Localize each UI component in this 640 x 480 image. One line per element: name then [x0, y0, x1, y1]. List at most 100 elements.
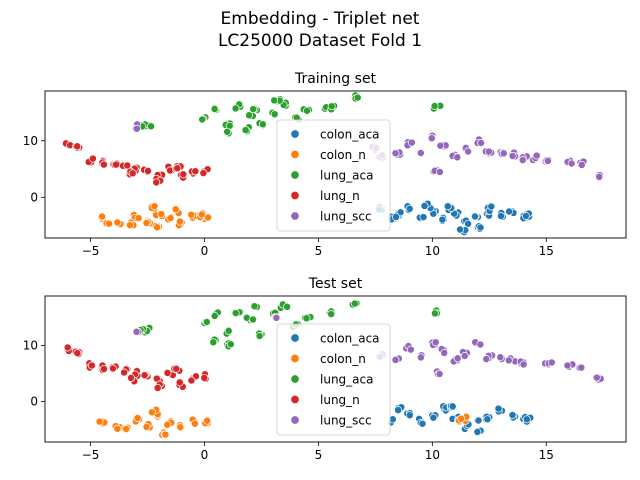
data-point: [73, 349, 82, 358]
data-point: [522, 415, 531, 424]
data-point: [175, 378, 184, 387]
data-point: [499, 149, 508, 158]
data-point: [504, 356, 513, 365]
data-point: [476, 223, 485, 232]
data-point: [438, 215, 447, 224]
data-point: [98, 212, 107, 221]
legend-label: lung_aca: [320, 373, 373, 387]
y-tick-label: 0: [30, 190, 38, 204]
x-tick-label: 0: [201, 244, 209, 258]
figure-title-line-1: Embedding - Triplet net: [220, 9, 420, 29]
data-point: [563, 361, 572, 370]
data-point: [99, 160, 108, 169]
data-point: [249, 315, 257, 324]
data-point: [241, 126, 250, 135]
data-point: [303, 106, 311, 115]
data-point: [460, 352, 469, 360]
legend-label: colon_n: [320, 148, 366, 162]
data-point: [258, 120, 267, 129]
x-tick-label: 10: [425, 448, 440, 462]
data-point: [142, 422, 151, 431]
data-point: [125, 221, 134, 230]
data-point: [496, 353, 505, 362]
data-point: [567, 159, 576, 168]
data-point: [210, 104, 219, 113]
data-point: [132, 124, 141, 133]
panel-title: Test set: [308, 276, 363, 292]
legend-marker: [290, 394, 300, 405]
data-point: [210, 311, 219, 320]
data-point: [456, 225, 464, 234]
data-point: [464, 147, 473, 156]
data-point: [353, 93, 362, 102]
series-lung_n: [61, 139, 212, 187]
data-point: [405, 411, 414, 420]
series-colon_n: [97, 202, 212, 232]
data-point: [152, 178, 161, 187]
data-point: [113, 218, 122, 227]
data-point: [133, 414, 142, 422]
data-point: [245, 111, 254, 120]
data-point: [440, 348, 449, 357]
x-tick-label: 5: [315, 244, 323, 258]
data-point: [100, 364, 108, 373]
data-point: [521, 212, 530, 220]
scatter-panel-1: Training set −5 0 5 10 15 0 10 colon_aca colon_nl…: [23, 71, 627, 258]
data-point: [487, 202, 496, 211]
legend-marker: [290, 129, 300, 139]
legend-label: lung_scc: [320, 210, 372, 224]
data-point: [63, 343, 72, 352]
y-tick-label: 0: [30, 395, 38, 409]
data-point: [191, 167, 200, 176]
legend-label: lung_scc: [320, 414, 372, 428]
legend-label: colon_n: [320, 352, 366, 366]
data-point: [176, 423, 185, 432]
data-point: [87, 361, 96, 370]
panel-title: Training set: [294, 71, 377, 87]
data-point: [420, 201, 429, 210]
legend-marker: [290, 170, 300, 180]
series-lung_n: [63, 343, 210, 392]
data-point: [202, 318, 211, 326]
data-point: [163, 420, 172, 429]
data-point: [435, 168, 444, 176]
data-point: [204, 213, 212, 222]
data-point: [405, 204, 414, 213]
data-point: [223, 127, 232, 136]
data-point: [197, 210, 206, 219]
x-tick-label: 15: [539, 448, 554, 462]
data-point: [153, 223, 162, 232]
data-point: [231, 309, 240, 318]
data-point: [153, 383, 162, 392]
data-point: [392, 212, 400, 221]
data-point: [436, 141, 445, 150]
x-tick-label: −5: [82, 244, 100, 258]
data-point: [255, 332, 264, 340]
data-point: [577, 363, 586, 372]
data-point: [132, 327, 141, 336]
data-point: [453, 153, 462, 162]
data-point: [163, 368, 172, 377]
axes-frame: [44, 295, 627, 443]
data-point: [272, 313, 281, 322]
data-point: [199, 169, 208, 178]
data-point: [327, 102, 336, 111]
data-point: [435, 369, 444, 378]
series-colon_aca: [386, 401, 535, 437]
legend-label: lung_aca: [320, 169, 373, 183]
data-point: [173, 164, 182, 173]
legend-box: [276, 323, 391, 436]
data-point: [407, 138, 416, 147]
x-tick-label: 5: [315, 448, 323, 462]
legend-label: lung_n: [320, 189, 360, 203]
data-point: [391, 149, 400, 158]
data-point: [270, 96, 279, 105]
data-point: [157, 210, 166, 219]
data-point: [203, 416, 212, 425]
data-point: [448, 402, 457, 411]
data-point: [418, 419, 427, 428]
legend-marker: [290, 353, 300, 364]
data-point: [198, 115, 207, 124]
data-point: [166, 214, 175, 223]
